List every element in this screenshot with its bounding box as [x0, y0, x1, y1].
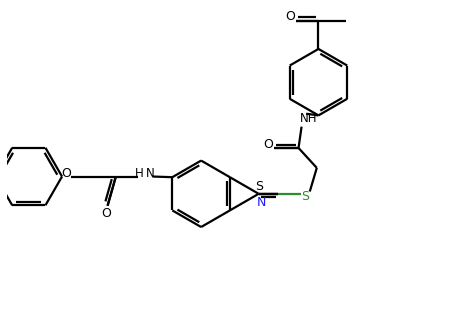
- Text: NH: NH: [300, 112, 317, 125]
- Text: O: O: [263, 138, 273, 151]
- Text: O: O: [61, 167, 71, 180]
- Text: N: N: [256, 196, 265, 209]
- Text: S: S: [301, 190, 309, 203]
- Text: O: O: [102, 207, 111, 220]
- Text: H: H: [135, 167, 144, 180]
- Text: S: S: [255, 180, 263, 193]
- Text: N: N: [146, 167, 155, 180]
- Text: O: O: [285, 10, 295, 23]
